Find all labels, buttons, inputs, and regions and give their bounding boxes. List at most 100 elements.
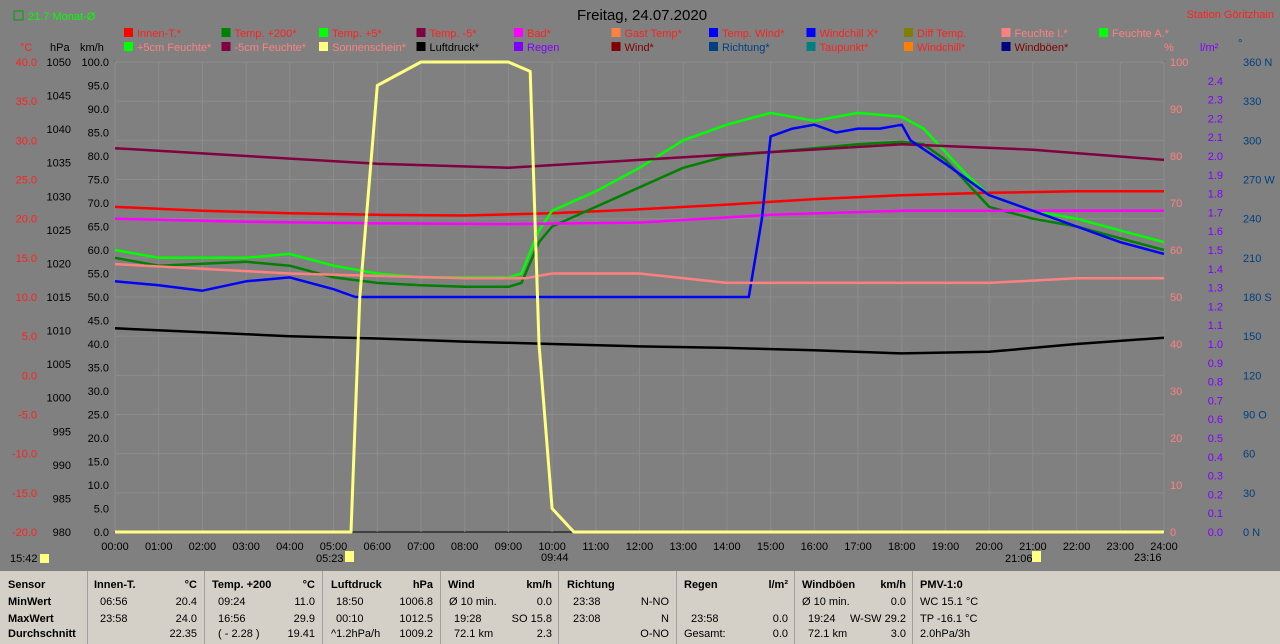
kmh-tick: 95.0 bbox=[88, 81, 109, 93]
left-time-marker-icon bbox=[40, 554, 49, 563]
rain-tick: 1.2 bbox=[1208, 301, 1223, 313]
stats-luftdruck: Luftdruck hPa 18:50 1006.8 00:10 1012.5 … bbox=[322, 571, 441, 644]
legend-swatch bbox=[514, 42, 523, 51]
regen-avg-label: Gesamt: bbox=[684, 628, 726, 640]
legend-item: Temp. Wind* bbox=[722, 28, 785, 40]
hpa-tick: 1030 bbox=[47, 191, 71, 203]
wind-avg-val: 2.3 bbox=[536, 628, 552, 640]
rain-tick: 1.5 bbox=[1208, 245, 1223, 257]
legend-item: Temp. +200* bbox=[235, 28, 298, 40]
pmv-avg-val: 2.0hPa/3h bbox=[920, 628, 971, 640]
hpa-tick: 1015 bbox=[47, 292, 71, 304]
rain-unit: l/m² bbox=[1200, 42, 1219, 54]
station-name: Station Göritzhain bbox=[1187, 9, 1274, 21]
legend-item: Regen bbox=[527, 42, 559, 54]
percent-unit: % bbox=[1164, 42, 1174, 54]
hpa-tick: 990 bbox=[53, 460, 71, 472]
hpa-tick: 1010 bbox=[47, 326, 71, 338]
celsius-tick: 10.0 bbox=[16, 292, 37, 304]
series-bad bbox=[114, 209, 1164, 226]
stats-wind: Wind km/h Ø 10 min. 0.0 19:28 SO 15.8 72… bbox=[440, 571, 559, 644]
hpa-tick: 1025 bbox=[47, 225, 71, 237]
legend-swatch bbox=[904, 42, 913, 51]
direction-tick: 0 N bbox=[1243, 527, 1260, 539]
celsius-tick: 40.0 bbox=[16, 57, 37, 69]
regen-max-time: 23:58 bbox=[691, 613, 719, 625]
celsius-tick: 25.0 bbox=[16, 175, 37, 187]
direction-tick: 210 bbox=[1243, 253, 1261, 265]
kmh-tick: 70.0 bbox=[88, 198, 109, 210]
rain-tick: 1.8 bbox=[1208, 189, 1223, 201]
rain-tick: 1.1 bbox=[1208, 320, 1223, 332]
legend-swatch bbox=[221, 28, 231, 37]
rain-tick: 1.3 bbox=[1208, 283, 1223, 295]
stats-temp200: Temp. +200 °C 09:24 11.0 16:56 29.9 ( - … bbox=[204, 571, 323, 644]
legend-swatch bbox=[319, 42, 328, 51]
legend-swatch bbox=[1001, 42, 1011, 51]
innen-unit: °C bbox=[184, 579, 197, 591]
celsius-tick: 15.0 bbox=[16, 253, 37, 265]
celsius-unit: °C bbox=[20, 42, 32, 54]
legend-swatch bbox=[124, 42, 133, 51]
direction-tick: 300 bbox=[1243, 135, 1261, 147]
rain-tick: 2.1 bbox=[1208, 132, 1223, 144]
kmh-tick: 65.0 bbox=[88, 222, 109, 234]
time-axis: 00:00 01:00 02:00 03:00 04:00 05:00 06:00 07:00… bbox=[101, 541, 1178, 553]
time-tick: 12:00 bbox=[626, 541, 654, 553]
richtung-min-time: 23:38 bbox=[573, 596, 601, 608]
rain-tick: 2.0 bbox=[1208, 151, 1223, 163]
row-label-sensor: Sensor bbox=[8, 579, 46, 591]
series-feuchte-i bbox=[114, 262, 1164, 285]
rain-tick: 0.2 bbox=[1208, 489, 1223, 501]
series-temp-200 bbox=[114, 140, 1165, 289]
series-luftdruck bbox=[114, 327, 1165, 355]
pmv-title: PMV-1:0 bbox=[920, 579, 963, 591]
temp200-max-time: 16:56 bbox=[218, 613, 246, 625]
kmh-tick: 85.0 bbox=[88, 128, 109, 140]
kmh-tick: 0.0 bbox=[94, 527, 109, 539]
legend-swatch bbox=[221, 42, 231, 51]
time-tick: 13:00 bbox=[669, 541, 697, 553]
hpa-unit: hPa bbox=[50, 42, 70, 54]
rain-tick: 1.6 bbox=[1208, 226, 1223, 238]
kmh-tick: 100.0 bbox=[81, 57, 109, 69]
celsius-tick: -10.0 bbox=[12, 449, 37, 461]
time-tick: 00:00 bbox=[101, 541, 129, 553]
kmh-tick: 25.0 bbox=[88, 410, 109, 422]
rain-tick: 0.6 bbox=[1208, 414, 1223, 426]
legend-item: Windböen* bbox=[1015, 42, 1070, 54]
stats-richtung: Richtung 23:38 N-NO 23:08 N O-NO bbox=[558, 571, 677, 644]
luftdruck-title: Luftdruck bbox=[331, 579, 382, 591]
series-group bbox=[114, 60, 1165, 534]
time-tick: 07:00 bbox=[407, 541, 435, 553]
celsius-tick: 35.0 bbox=[16, 96, 37, 108]
marker-2316: 23:16 bbox=[1134, 552, 1162, 564]
time-tick: 14:00 bbox=[713, 541, 741, 553]
time-tick: 01:00 bbox=[145, 541, 173, 553]
stats-pmv: PMV-1:0 WC 15.1 °C TP -16.1 °C 2.0hPa/3h bbox=[912, 571, 1032, 644]
wind-min-label: Ø 10 min. bbox=[449, 596, 497, 608]
kmh-tick: 75.0 bbox=[88, 175, 109, 187]
direction-tick: 150 bbox=[1243, 331, 1261, 343]
rain-tick: 0.1 bbox=[1208, 508, 1223, 520]
percent-tick: 70 bbox=[1170, 198, 1182, 210]
hpa-tick: 1045 bbox=[47, 91, 71, 103]
wind-avg-extra: 72.1 km bbox=[454, 628, 494, 640]
marker-0944: 09:44 bbox=[541, 552, 569, 564]
rain-tick: 2.3 bbox=[1208, 95, 1223, 107]
row-label-avg: Durchschnitt bbox=[8, 628, 76, 640]
direction-tick: 90 O bbox=[1243, 410, 1267, 422]
rain-tick: 0.7 bbox=[1208, 395, 1223, 407]
legend-item: Taupunkt* bbox=[820, 42, 870, 54]
dir-unit: ° bbox=[1238, 38, 1242, 50]
weather-chart: 40.0 35.0 30.0 25.0 20.0 15.0 10.0 5.0 0.0 -5.0 -1… bbox=[10, 7, 1275, 565]
windboeen-avg-extra: 72.1 km bbox=[808, 628, 848, 640]
regen-avg-val: 0.0 bbox=[772, 628, 788, 640]
time-tick: 21:00 bbox=[1019, 541, 1047, 553]
rain-tick: 0.0 bbox=[1208, 527, 1223, 539]
temp200-min-val: 11.0 bbox=[294, 596, 315, 608]
sunrise-icon bbox=[345, 551, 354, 562]
direction-tick: 330 bbox=[1243, 96, 1261, 108]
percent-tick: 90 bbox=[1170, 104, 1182, 116]
hpa-tick: 1035 bbox=[47, 158, 71, 170]
